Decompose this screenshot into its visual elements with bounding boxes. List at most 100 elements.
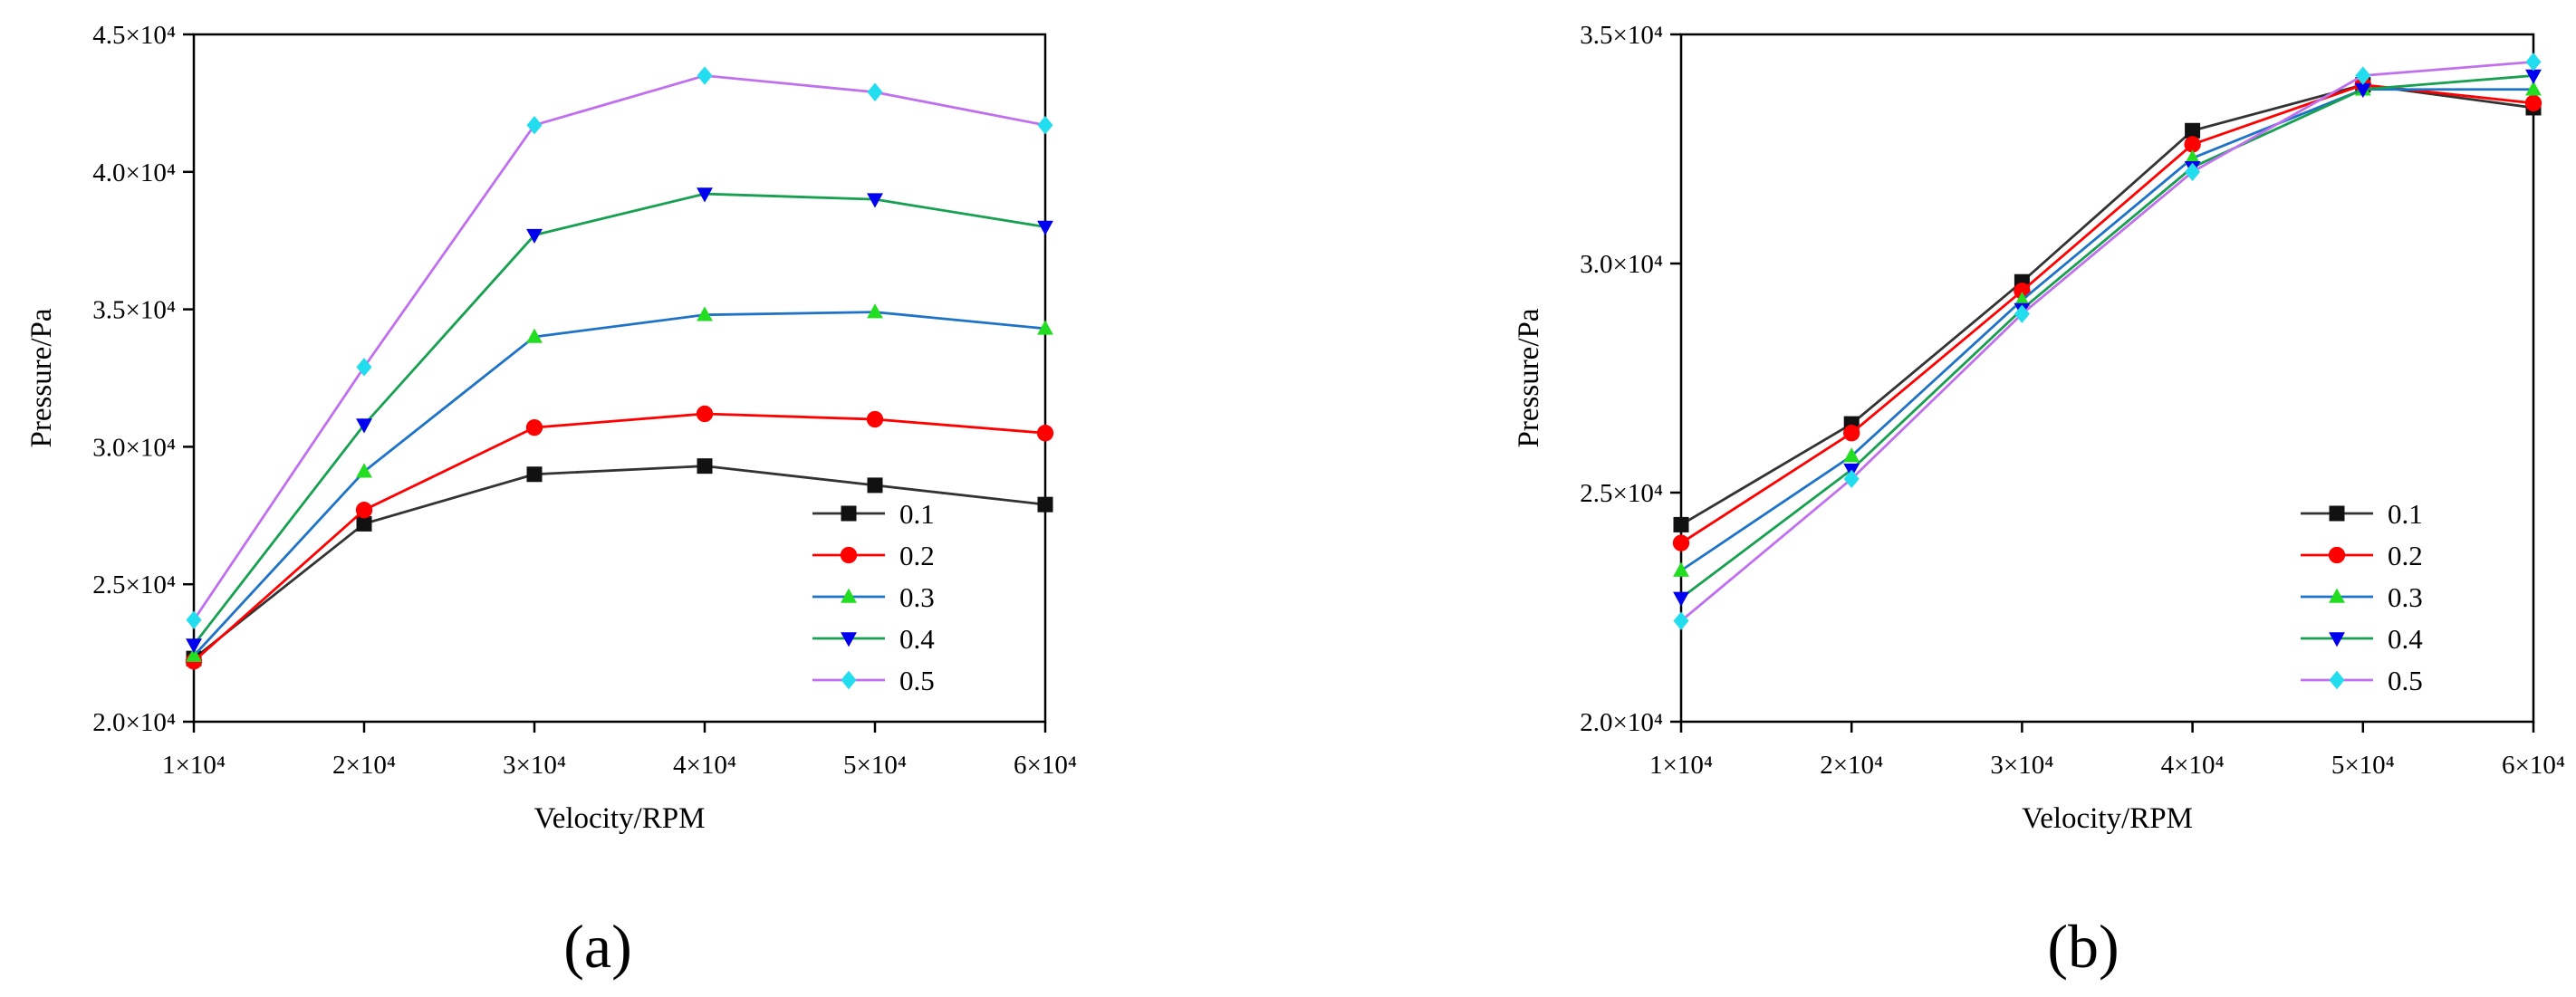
legend-marker [2329, 632, 2345, 647]
series-0.3 [1673, 81, 2542, 577]
series-line [192, 74, 1046, 621]
legend: 0.1 0.2 0.3 0.4 0.5 [2301, 498, 2423, 696]
panel-label: (a) [563, 912, 631, 981]
x-tick-label: 6×10⁴ [1014, 751, 1077, 780]
data-point [1672, 534, 1690, 551]
data-point [1037, 320, 1053, 335]
series-line [1680, 83, 2534, 526]
data-point [526, 115, 543, 135]
legend-marker [841, 588, 857, 603]
data-point [2184, 136, 2201, 153]
series-line [1680, 83, 2534, 544]
y-tick-label: 3.0×10⁴ [1580, 250, 1663, 279]
chart-panel-a: 1×10⁴ 2×10⁴ 3×10⁴ 4×10⁴ 5×10⁴ 6×10⁴ 2.0×10⁴ 2.5… [25, 21, 1077, 981]
legend-label: 0.1 [2388, 498, 2423, 530]
data-point [867, 82, 883, 101]
data-point [1843, 447, 1860, 463]
y-tick-label: 3.0×10⁴ [92, 433, 176, 462]
x-tick-label: 5×10⁴ [2331, 751, 2395, 780]
series-0.2 [1672, 76, 2542, 551]
plot-frame [1679, 33, 2535, 724]
series-0.5 [186, 66, 1053, 629]
data-point [186, 638, 202, 654]
data-point [1037, 496, 1053, 513]
chart-panel-b: 1×10⁴ 2×10⁴ 3×10⁴ 4×10⁴ 5×10⁴ 6×10⁴ 2.0×10⁴ 2.5… [1513, 21, 2565, 981]
data-point [356, 515, 372, 532]
panel-label: (b) [2047, 912, 2119, 981]
legend-label: 0.1 [899, 498, 935, 530]
legend-marker [841, 670, 857, 690]
series-line [1680, 74, 2534, 599]
x-tick-label: 2×10⁴ [332, 751, 396, 780]
series-0.3 [186, 303, 1053, 662]
legend-label: 0.2 [899, 540, 935, 571]
x-tick-label: 3×10⁴ [1990, 751, 2053, 780]
data-point [186, 647, 202, 662]
data-point [1673, 611, 1689, 630]
plot-frame [192, 33, 1047, 724]
data-point [867, 477, 883, 494]
data-point [2525, 81, 2542, 96]
data-point [2354, 82, 2371, 99]
legend-marker [2329, 670, 2345, 690]
legend-label: 0.3 [899, 581, 935, 613]
series-line [1680, 88, 2533, 572]
x-axis-label: Velocity/RPM [2022, 802, 2193, 835]
data-point [355, 502, 373, 519]
y-axis-label: Pressure/Pa [25, 308, 58, 447]
y-tick-label: 2.5×10⁴ [1580, 479, 1663, 508]
data-point [526, 228, 543, 244]
legend-label: 0.4 [899, 623, 935, 655]
data-point [2355, 66, 2371, 85]
legend-label: 0.4 [2388, 623, 2423, 655]
series-line [192, 192, 1046, 646]
y-tick-label: 2.0×10⁴ [1580, 708, 1663, 737]
data-point [867, 303, 883, 319]
x-tick-label: 4×10⁴ [673, 751, 736, 780]
data-point [356, 463, 372, 478]
data-point [1673, 591, 1689, 607]
data-point [697, 66, 713, 85]
data-point [866, 410, 884, 428]
x-tick-label: 2×10⁴ [1820, 751, 1883, 780]
data-point [696, 405, 714, 423]
data-point [2524, 94, 2542, 112]
legend-marker [2329, 505, 2345, 522]
data-point [697, 306, 713, 321]
legend-label: 0.3 [2388, 581, 2423, 613]
data-point [1037, 220, 1053, 235]
series-line [192, 311, 1046, 657]
y-tick-label: 2.0×10⁴ [92, 708, 176, 737]
legend-marker [841, 505, 857, 522]
x-tick-label: 4×10⁴ [2161, 751, 2225, 780]
data-point [526, 466, 543, 483]
y-tick-label: 4.0×10⁴ [92, 158, 176, 187]
data-point [1673, 561, 1689, 577]
x-tick-label: 1×10⁴ [1649, 751, 1713, 780]
series-line [1680, 60, 2534, 622]
x-tick-label: 5×10⁴ [843, 751, 907, 780]
series-0.5 [1673, 53, 2542, 630]
data-point [1036, 425, 1054, 442]
legend-label: 0.2 [2388, 540, 2423, 571]
data-point [525, 418, 543, 436]
legend-label: 0.5 [2388, 665, 2423, 696]
data-point [697, 458, 713, 475]
y-tick-label: 3.5×10⁴ [92, 296, 176, 325]
x-axis-label: Velocity/RPM [534, 802, 706, 835]
legend-marker [840, 546, 858, 564]
data-point [186, 610, 202, 629]
x-tick-label: 1×10⁴ [162, 751, 226, 780]
data-point [697, 187, 713, 203]
y-tick-label: 3.5×10⁴ [1580, 21, 1663, 50]
legend: 0.1 0.2 0.3 0.4 0.5 [812, 498, 935, 696]
data-point [356, 358, 372, 377]
data-point [2014, 304, 2030, 323]
data-point [1673, 516, 1689, 532]
legend-label: 0.5 [899, 665, 935, 696]
data-point [1843, 425, 1860, 442]
data-point [2525, 69, 2542, 84]
series-line [193, 412, 1046, 663]
x-tick-label: 6×10⁴ [2502, 751, 2565, 780]
